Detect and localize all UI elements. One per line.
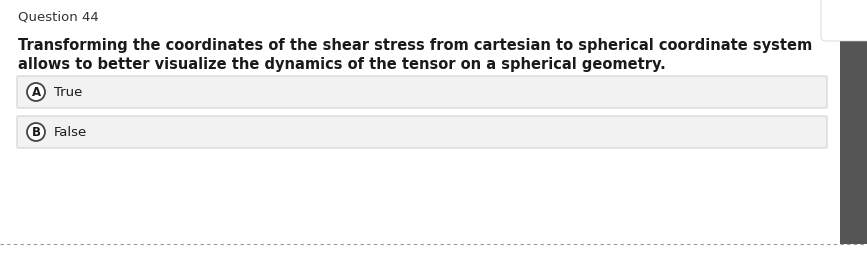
Text: Question 44: Question 44	[18, 10, 99, 23]
Text: True: True	[54, 85, 82, 99]
Text: False: False	[54, 125, 88, 139]
Text: Transforming the coordinates of the shear stress from cartesian to spherical coo: Transforming the coordinates of the shea…	[18, 38, 812, 53]
FancyBboxPatch shape	[821, 0, 867, 41]
FancyBboxPatch shape	[17, 76, 827, 108]
Circle shape	[27, 83, 45, 101]
FancyBboxPatch shape	[0, 0, 840, 244]
Circle shape	[27, 123, 45, 141]
Text: allows to better visualize the dynamics of the tensor on a spherical geometry.: allows to better visualize the dynamics …	[18, 57, 666, 72]
Text: A: A	[31, 85, 41, 99]
FancyBboxPatch shape	[17, 116, 827, 148]
FancyBboxPatch shape	[826, 0, 867, 36]
Bar	[840, 0, 867, 244]
Text: B: B	[31, 125, 41, 139]
